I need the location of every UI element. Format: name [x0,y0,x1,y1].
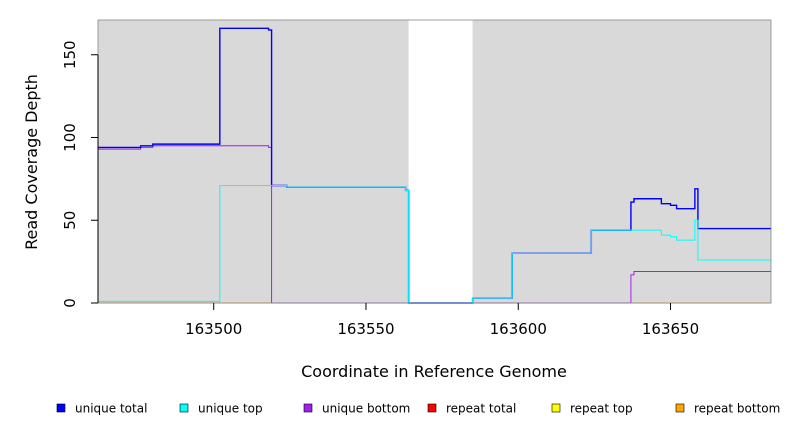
y-axis: 0 50 100 150 [61,40,99,308]
legend-swatch-repeat-total [427,403,437,413]
x-tick-label-163650: 163650 [642,320,699,338]
legend-swatch-unique-bottom [303,403,313,413]
shaded-region-2 [472,20,771,303]
legend-label-unique-top: unique top [198,402,263,416]
legend-swatch-unique-total [56,403,66,413]
legend-swatch-unique-top [179,403,189,413]
shaded-region-1 [98,20,409,303]
legend-label-unique-total: unique total [75,402,147,416]
y-axis-title: Read Coverage Depth [22,74,41,250]
x-axis-title: Coordinate in Reference Genome [301,362,567,381]
y-tick-label-100: 100 [61,123,79,152]
legend-label-repeat-top: repeat top [570,402,633,416]
legend-label-unique-bottom: unique bottom [322,402,410,416]
legend-label-repeat-total: repeat total [446,402,516,416]
legend-swatch-repeat-top [551,403,561,413]
legend: unique total unique top unique bottom repea… [56,402,780,416]
series-line-unique-top [98,185,771,304]
series-line-unique-bottom [98,145,771,304]
x-tick-label-163550: 163550 [337,320,394,338]
y-tick-label-0: 0 [61,298,79,308]
x-axis: 163500 163550 163600 163650 [185,303,699,338]
y-tick-label-50: 50 [61,211,79,230]
legend-label-repeat-bottom: repeat bottom [694,402,780,416]
legend-swatch-repeat-bottom [675,403,685,413]
x-tick-label-163500: 163500 [185,320,242,338]
x-tick-label-163600: 163600 [490,320,547,338]
y-tick-label-150: 150 [61,40,79,69]
